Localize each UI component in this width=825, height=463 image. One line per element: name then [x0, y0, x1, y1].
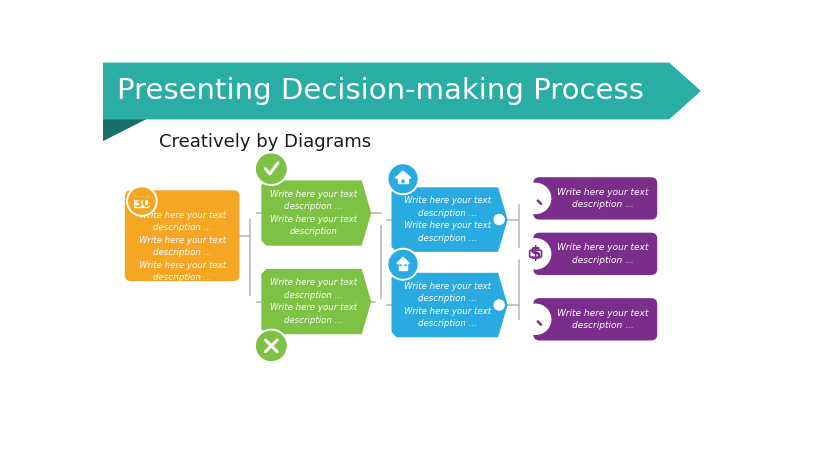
- Circle shape: [377, 216, 384, 224]
- Circle shape: [514, 249, 525, 259]
- Circle shape: [245, 208, 256, 218]
- Circle shape: [495, 216, 503, 224]
- Text: Write here your text
description ...: Write here your text description ...: [558, 243, 648, 264]
- Circle shape: [257, 331, 286, 361]
- Circle shape: [387, 249, 419, 280]
- Circle shape: [247, 298, 254, 306]
- Circle shape: [516, 194, 523, 202]
- Circle shape: [245, 297, 256, 307]
- Polygon shape: [392, 188, 507, 251]
- Text: Write here your text
description ...
Write here your text
description ...: Write here your text description ... Wri…: [403, 282, 491, 328]
- Circle shape: [521, 304, 551, 334]
- Polygon shape: [103, 119, 146, 140]
- Text: Creatively by Diagrams: Creatively by Diagrams: [159, 133, 371, 151]
- Circle shape: [522, 241, 549, 267]
- Text: Presenting Decision-making Process: Presenting Decision-making Process: [117, 77, 644, 105]
- Text: 30: 30: [133, 197, 151, 210]
- Text: Write here your text
description ...
Write here your text
description ...: Write here your text description ... Wri…: [271, 278, 357, 325]
- FancyBboxPatch shape: [125, 190, 239, 281]
- Text: Write here your text
description ...
Write here your text
description ...
Write : Write here your text description ... Wri…: [139, 211, 226, 282]
- Polygon shape: [103, 63, 700, 119]
- Circle shape: [521, 239, 551, 269]
- Polygon shape: [262, 269, 370, 333]
- Circle shape: [494, 214, 504, 225]
- FancyBboxPatch shape: [399, 264, 402, 266]
- Text: Write here your text
description ...
Write here your text
description: Write here your text description ... Wri…: [271, 190, 357, 236]
- Circle shape: [389, 165, 417, 193]
- FancyBboxPatch shape: [404, 264, 407, 266]
- Circle shape: [377, 301, 384, 309]
- Text: Write here your text
description ...: Write here your text description ...: [558, 308, 648, 330]
- FancyBboxPatch shape: [134, 196, 150, 200]
- Text: $: $: [530, 245, 541, 263]
- Polygon shape: [398, 178, 408, 183]
- Circle shape: [127, 186, 157, 216]
- Circle shape: [495, 301, 503, 309]
- Circle shape: [521, 183, 551, 213]
- Circle shape: [387, 163, 419, 194]
- Polygon shape: [262, 181, 370, 245]
- Circle shape: [375, 214, 385, 225]
- Circle shape: [514, 194, 525, 203]
- Circle shape: [522, 185, 549, 212]
- Circle shape: [375, 300, 385, 310]
- FancyBboxPatch shape: [134, 196, 150, 208]
- FancyBboxPatch shape: [533, 233, 658, 275]
- Circle shape: [255, 152, 288, 185]
- Circle shape: [257, 154, 286, 183]
- FancyBboxPatch shape: [402, 180, 404, 183]
- FancyBboxPatch shape: [533, 298, 658, 340]
- Polygon shape: [397, 257, 409, 263]
- Text: Write here your text
description ...: Write here your text description ...: [558, 188, 648, 209]
- Circle shape: [522, 306, 549, 332]
- Circle shape: [129, 188, 155, 214]
- Polygon shape: [395, 171, 411, 178]
- Circle shape: [389, 250, 417, 278]
- Circle shape: [516, 250, 523, 258]
- Text: Write here your text
description ...
Write here your text
description ...: Write here your text description ... Wri…: [403, 196, 491, 243]
- Polygon shape: [398, 263, 408, 270]
- Circle shape: [255, 329, 288, 363]
- Circle shape: [247, 209, 254, 217]
- Circle shape: [494, 300, 504, 310]
- FancyBboxPatch shape: [533, 177, 658, 219]
- Polygon shape: [392, 274, 507, 337]
